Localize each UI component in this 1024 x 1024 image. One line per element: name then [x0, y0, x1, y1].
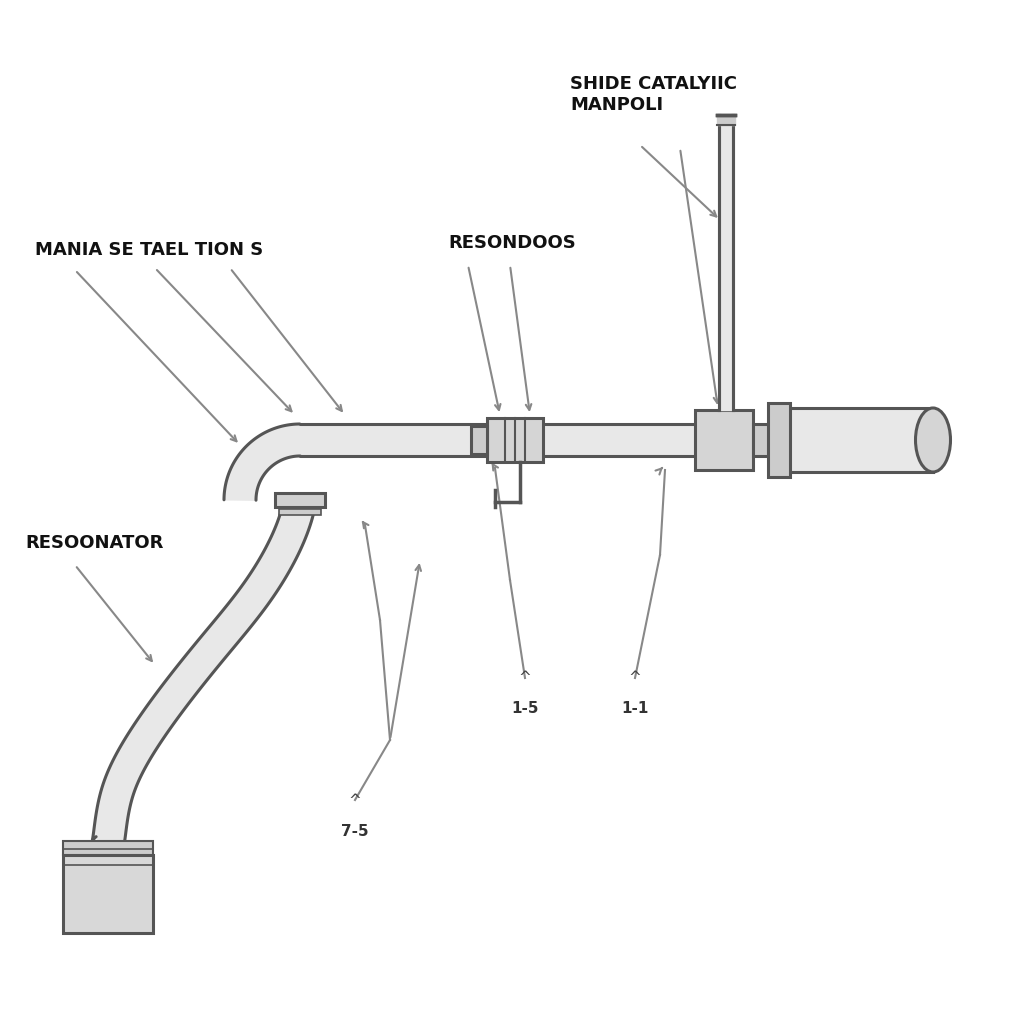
Text: MANIA SE TAEL TION S: MANIA SE TAEL TION S	[35, 241, 263, 259]
Text: RESONDOOS: RESONDOOS	[449, 234, 575, 252]
Text: 1-1: 1-1	[622, 701, 648, 716]
Bar	[63, 841, 153, 855]
Polygon shape	[92, 498, 315, 863]
Text: ^: ^	[629, 670, 641, 685]
Bar	[275, 493, 325, 507]
Polygon shape	[773, 408, 790, 472]
Text: 1-5: 1-5	[511, 701, 539, 716]
Text: ^: ^	[348, 793, 361, 808]
Bar	[487, 418, 543, 462]
Polygon shape	[300, 424, 700, 456]
Bar	[63, 855, 153, 933]
Text: ^: ^	[518, 670, 531, 685]
Bar	[773, 408, 933, 472]
Bar	[753, 424, 773, 456]
Text: 7-5: 7-5	[341, 824, 369, 839]
Bar	[471, 426, 487, 454]
Polygon shape	[719, 115, 733, 410]
Text: RESOONATOR: RESOONATOR	[25, 534, 164, 552]
Text: SHIDE CATALYIIC
MANPOLI: SHIDE CATALYIIC MANPOLI	[570, 75, 737, 114]
Bar	[695, 410, 753, 470]
Ellipse shape	[915, 408, 950, 472]
Bar	[279, 509, 321, 515]
Polygon shape	[717, 115, 735, 125]
Polygon shape	[224, 424, 300, 500]
Bar	[768, 403, 790, 477]
